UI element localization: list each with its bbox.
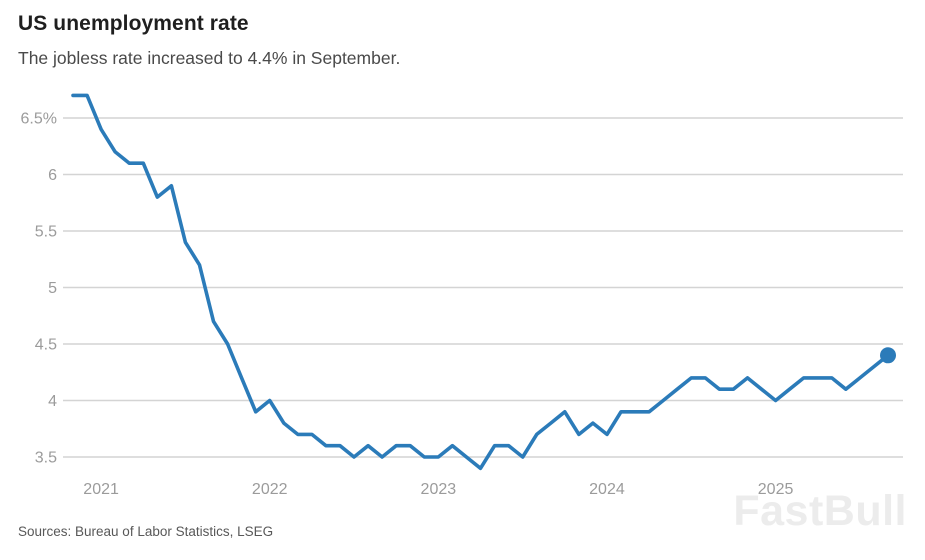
- x-axis-tick-label: 2021: [83, 481, 119, 498]
- x-axis-tick-label: 2024: [589, 481, 625, 498]
- chart-subtitle: The jobless rate increased to 4.4% in Se…: [18, 48, 401, 68]
- y-axis-tick-label: 6.5%: [21, 111, 57, 128]
- x-axis-tick-label: 2022: [252, 481, 288, 498]
- fastbull-watermark: FastBull: [733, 487, 907, 535]
- x-axis-tick-label: 2025: [758, 481, 794, 498]
- latest-value-marker: [880, 347, 896, 364]
- chart-title: US unemployment rate: [18, 12, 249, 35]
- unemployment-rate-series-line: [71, 93, 890, 471]
- y-axis-tick-label: 4.5: [35, 337, 57, 354]
- y-axis-tick-label: 5: [48, 280, 57, 297]
- y-axis-tick-label: 5.5: [35, 224, 57, 241]
- y-axis-tick-label: 6: [48, 167, 57, 184]
- x-axis-tick-label: 2023: [421, 481, 457, 498]
- y-axis-tick-label: 4: [48, 393, 57, 410]
- y-axis-tick-label: 3.5: [35, 450, 57, 467]
- source-attribution: Sources: Bureau of Labor Statistics, LSE…: [18, 524, 274, 539]
